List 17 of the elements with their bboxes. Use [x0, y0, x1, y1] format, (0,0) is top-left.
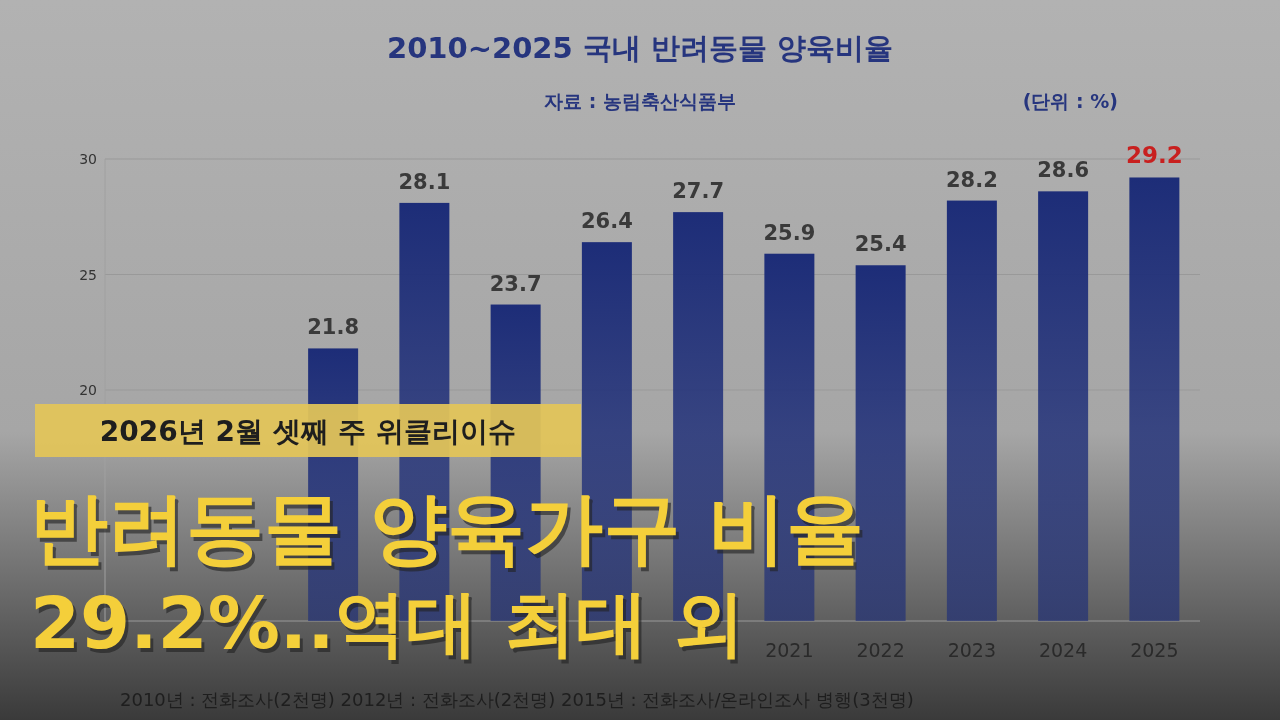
y-axis-title: (단위 : %)	[1022, 90, 1118, 112]
data-label: 26.4	[580, 209, 633, 234]
data-label: 25.4	[854, 232, 907, 257]
y-tick-label: 25	[79, 266, 97, 283]
data-label: 21.8	[307, 315, 360, 340]
chart-title: 2010~2025 국내 반려동물 양육비율	[386, 31, 894, 65]
data-label: 28.2	[945, 167, 998, 192]
chart-subtitle: 자료 : 농림축산식품부	[544, 90, 736, 112]
data-label: 23.7	[489, 271, 542, 296]
data-label: 25.9	[763, 220, 816, 245]
y-tick-label: 20	[79, 382, 97, 398]
y-tick-label: 30	[79, 151, 97, 167]
data-label: 28.1	[398, 169, 451, 194]
data-label: 28.6	[1037, 158, 1090, 183]
annotation: 29.2	[1126, 142, 1183, 169]
annotation: 2026년 2월 셋째 주 위클리이슈	[99, 415, 517, 448]
data-label: 27.7	[672, 179, 725, 204]
